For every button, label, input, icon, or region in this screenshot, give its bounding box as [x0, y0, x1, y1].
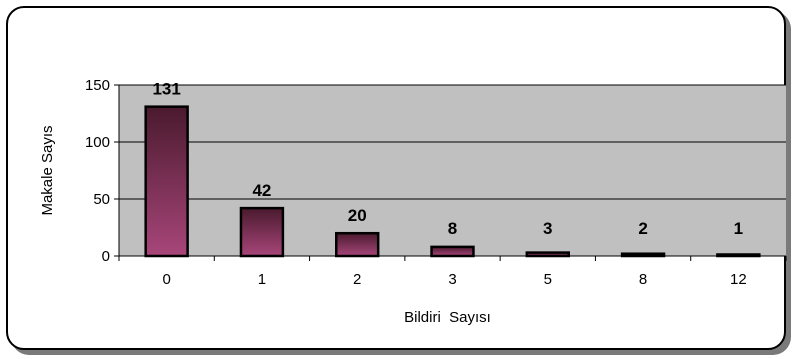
gridlines [119, 84, 786, 200]
bar [239, 206, 285, 258]
bar [335, 231, 380, 258]
y-tick-label: 0 [102, 248, 110, 265]
data-label: 3 [543, 219, 552, 238]
x-tick-label: 8 [639, 271, 647, 288]
data-label: 1 [734, 219, 743, 238]
x-tick-label: 5 [544, 271, 552, 288]
y-tick-labels: 0 50 100 150 [85, 77, 110, 265]
bar [144, 105, 189, 258]
y-tick-label: 50 [93, 191, 110, 208]
data-label: 131 [152, 80, 180, 99]
x-tick-label: 3 [448, 271, 456, 288]
x-tick-label: 12 [730, 271, 747, 288]
x-axis-title: Bildiri Sayısı [404, 309, 491, 326]
x-tick-labels: 0 1 2 3 5 8 12 [162, 271, 746, 288]
bar [430, 245, 475, 258]
bar [525, 251, 570, 258]
plot-area [119, 85, 786, 256]
data-label: 8 [448, 219, 457, 238]
data-labels: 131 42 20 8 3 2 1 [152, 80, 743, 238]
data-label: 42 [252, 181, 271, 200]
data-label: 2 [638, 219, 647, 238]
axes [114, 84, 787, 261]
bars [144, 105, 761, 258]
y-tick-label: 150 [85, 77, 110, 94]
x-tick-label: 1 [258, 271, 266, 288]
y-tick-label: 100 [85, 134, 110, 151]
x-tick-label: 0 [162, 271, 170, 288]
data-label: 20 [348, 206, 367, 225]
y-axis-title: Makale Sayıs [39, 125, 56, 215]
x-tick-label: 2 [353, 271, 361, 288]
